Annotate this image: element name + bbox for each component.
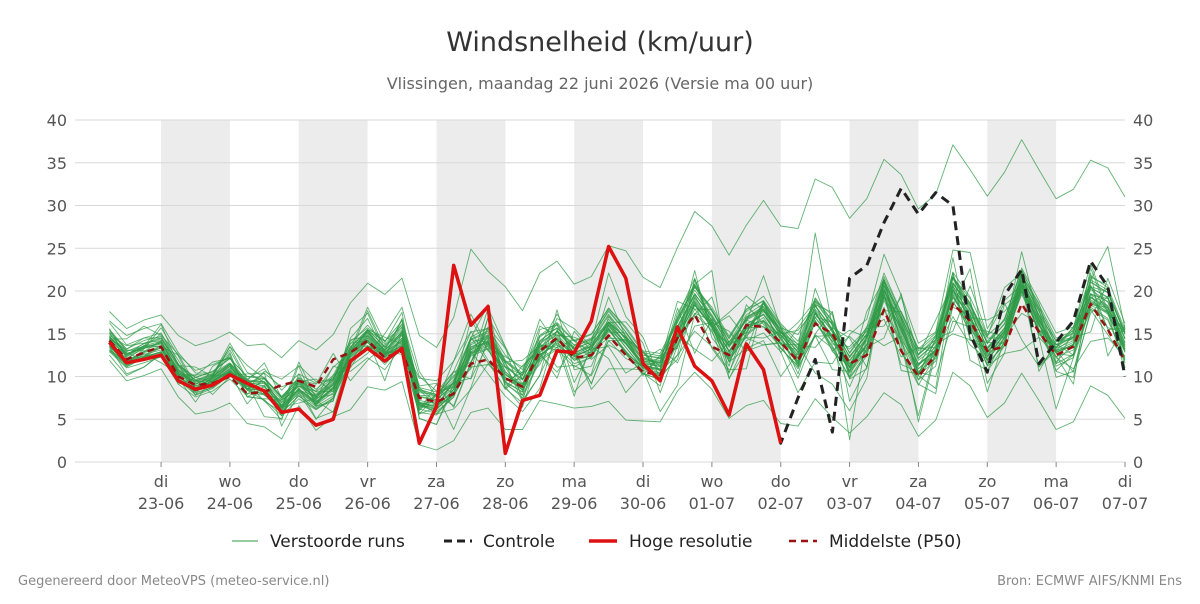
y-tick-right-30: 30: [1133, 197, 1153, 216]
y-tick-left-25: 25: [47, 239, 67, 258]
x-tick-date-12: 05-07: [964, 494, 1011, 513]
x-tick-date-2: 25-06: [276, 494, 323, 513]
ensemble-member-line-0: [109, 249, 1126, 404]
legend-label-control: Controle: [483, 532, 555, 552]
y-tick-right-40: 40: [1133, 111, 1153, 130]
x-tick-day-11: za: [909, 472, 927, 491]
x-tick-date-5: 28-06: [482, 494, 529, 513]
y-tick-left-20: 20: [47, 282, 67, 301]
y-tick-left-40: 40: [47, 111, 67, 130]
x-axis: di 23-06 wo 24-06 do 25-06 vr 26-06 za 27-06 zo 28-…: [138, 462, 1148, 513]
x-tick-day-7: di: [636, 472, 651, 491]
x-tick-date-1: 24-06: [207, 494, 254, 513]
legend: Verstoorde runs Controle Hoge resolutie …: [232, 532, 962, 552]
x-tick-day-14: di: [1118, 472, 1133, 491]
p50-line: [108, 302, 1127, 404]
x-tick-day-12: zo: [978, 472, 996, 491]
x-tick-day-0: di: [154, 472, 169, 491]
ensemble-member-line-26: [109, 267, 1126, 398]
x-tick-day-6: ma: [561, 472, 586, 491]
x-tick-date-6: 29-06: [551, 494, 598, 513]
x-tick-date-9: 02-07: [757, 494, 804, 513]
x-tick-day-9: do: [771, 472, 791, 491]
x-tick-date-13: 06-07: [1033, 494, 1080, 513]
y-tick-right-20: 20: [1133, 282, 1153, 301]
x-tick-date-0: 23-06: [138, 494, 185, 513]
y-tick-left-0: 0: [57, 453, 67, 472]
ensemble-member-line-29: [109, 273, 1126, 401]
chart-subtitle: Vlissingen, maandag 22 juni 2026 (Versie…: [387, 74, 814, 93]
ensemble-member-line-27: [109, 290, 1126, 417]
x-tick-day-3: vr: [360, 472, 376, 491]
hres-line: [108, 244, 783, 456]
x-tick-date-7: 30-06: [620, 494, 667, 513]
y-tick-right-0: 0: [1133, 453, 1143, 472]
ensemble-member-line-3: [109, 257, 1126, 425]
legend-label-hres: Hoge resolutie: [629, 532, 753, 552]
x-tick-day-4: za: [427, 472, 445, 491]
y-tick-right-15: 15: [1133, 325, 1153, 344]
chart-title: Windsnelheid (km/uur): [446, 27, 754, 58]
y-axis-right: 0 5 10 15 20 25 30 35 40: [1133, 111, 1153, 472]
x-tick-date-4: 27-06: [413, 494, 460, 513]
ensemble-member-line-33: [109, 276, 1126, 404]
x-tick-date-10: 03-07: [826, 494, 873, 513]
y-tick-left-10: 10: [47, 368, 67, 387]
ensemble-member-line-17: [109, 139, 1126, 359]
x-tick-day-8: wo: [700, 472, 723, 491]
footer-generated-by: Gegenereerd door MeteoVPS (meteo-service…: [18, 574, 329, 589]
ensemble-member-line-34: [109, 282, 1126, 409]
x-tick-day-10: vr: [842, 472, 858, 491]
main-lines: [108, 186, 1127, 456]
ensemble-member-line-28: [109, 280, 1126, 407]
ensemble-member-line-16: [109, 360, 1126, 451]
y-axis-left: 0 5 10 15 20 25 30 35 40: [47, 111, 67, 472]
y-tick-right-25: 25: [1133, 239, 1153, 258]
y-tick-left-5: 5: [57, 410, 67, 429]
x-tick-day-2: do: [289, 472, 309, 491]
x-tick-day-5: zo: [496, 472, 514, 491]
y-tick-right-35: 35: [1133, 154, 1153, 173]
footer-source: Bron: ECMWF AIFS/KNMI Ens: [997, 574, 1182, 589]
x-tick-date-11: 04-07: [895, 494, 942, 513]
ensemble-member-line-35: [109, 270, 1126, 399]
x-tick-day-13: ma: [1043, 472, 1068, 491]
x-tick-date-8: 01-07: [689, 494, 736, 513]
legend-label-ensemble: Verstoorde runs: [270, 532, 405, 552]
legend-label-p50: Middelste (P50): [829, 532, 962, 552]
y-tick-right-5: 5: [1133, 410, 1143, 429]
y-tick-left-15: 15: [47, 325, 67, 344]
y-tick-left-35: 35: [47, 154, 67, 173]
x-tick-day-1: wo: [218, 472, 241, 491]
y-tick-right-10: 10: [1133, 368, 1153, 387]
y-tick-left-30: 30: [47, 197, 67, 216]
x-tick-date-3: 26-06: [344, 494, 391, 513]
x-tick-date-14: 07-07: [1102, 494, 1149, 513]
